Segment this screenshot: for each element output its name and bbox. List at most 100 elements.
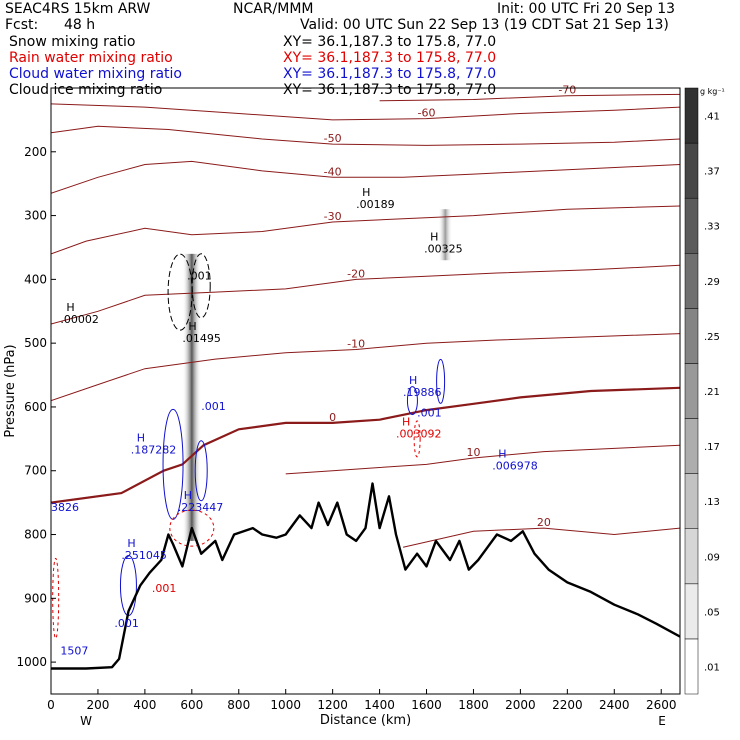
maximum-marker: H bbox=[409, 374, 417, 387]
colorbar-label: .09 bbox=[704, 552, 720, 563]
colorbar-segment bbox=[684, 142, 699, 199]
x-tick-label: 1000 bbox=[270, 698, 301, 712]
y-tick-label: 900 bbox=[24, 591, 47, 605]
init-time: Init: 00 UTC Fri 20 Sep 13 bbox=[497, 1, 676, 17]
colorbar-label: .41 bbox=[704, 112, 720, 123]
y-tick-label: 200 bbox=[24, 145, 47, 159]
temperature-contours bbox=[51, 93, 680, 548]
temperature-contour bbox=[51, 103, 680, 121]
colorbar-label: .05 bbox=[704, 607, 720, 618]
maximum-value: .00189 bbox=[356, 198, 395, 211]
colorbar-segment bbox=[684, 473, 699, 529]
temperature-contour bbox=[51, 333, 680, 402]
colorbar-segment bbox=[684, 308, 699, 364]
x-tick-label: 2200 bbox=[552, 698, 583, 712]
colorbar-segment bbox=[684, 418, 699, 474]
y-tick-label: 300 bbox=[24, 209, 47, 223]
valid-time: Valid: 00 UTC Sun 22 Sep 13 (19 CDT Sat … bbox=[300, 17, 669, 33]
field-name-cloud-ice: Cloud ice mixing ratio bbox=[9, 82, 163, 98]
temperature-contour-label: 20 bbox=[537, 516, 551, 529]
colorbar: .01 .05 .09 .13 .17 .21 .25 .29 .33 .37 .41 g kg⁻¹ bbox=[684, 87, 725, 695]
rain-water-contour bbox=[169, 509, 215, 547]
temperature-contour bbox=[51, 264, 680, 325]
maximum-value: .003092 bbox=[396, 428, 442, 441]
x-tick-label: 400 bbox=[133, 698, 156, 712]
center-name: NCAR/MMM bbox=[233, 1, 314, 17]
mixing-ratio-contour-label: .001 bbox=[201, 400, 226, 413]
rain-water-contour bbox=[413, 420, 421, 458]
maximum-value: .00002 bbox=[60, 313, 99, 326]
y-tick-label: 500 bbox=[24, 336, 47, 350]
x-tick-label: 800 bbox=[227, 698, 250, 712]
y-tick-label: 400 bbox=[24, 272, 47, 286]
temperature-contour bbox=[51, 386, 680, 504]
temperature-contour-label: 10 bbox=[466, 446, 480, 459]
cloud-ice-contour bbox=[191, 253, 211, 319]
x-tick-label: 1600 bbox=[411, 698, 442, 712]
forecast-label: Fcst: bbox=[5, 17, 39, 33]
maximum-value: .251045 bbox=[121, 549, 167, 562]
forecast-hours: 48 h bbox=[64, 17, 96, 33]
temperature-contour-label: -60 bbox=[418, 107, 436, 120]
colorbar-label: .13 bbox=[704, 497, 720, 508]
y-tick-label: 1000 bbox=[16, 655, 47, 669]
colorbar-label: .25 bbox=[704, 332, 720, 343]
x-tick-label: 2400 bbox=[599, 698, 630, 712]
x-tick-label: 1200 bbox=[317, 698, 348, 712]
maximum-value: .223447 bbox=[178, 501, 224, 514]
maximum-marker: H bbox=[127, 537, 135, 550]
maximum-marker: H bbox=[362, 186, 370, 199]
maximum-value: .187282 bbox=[131, 444, 177, 457]
temperature-contour bbox=[402, 527, 680, 548]
maximum-marker: H bbox=[402, 416, 410, 429]
temperature-contour bbox=[51, 125, 680, 146]
colorbar-label: .01 bbox=[704, 662, 720, 673]
maximum-marker: H bbox=[188, 320, 196, 333]
x-tick-label: 1800 bbox=[458, 698, 489, 712]
temperature-contour-label: -50 bbox=[324, 132, 342, 145]
y-axis-label: Pressure (hPa) bbox=[3, 344, 18, 437]
maximum-marker: H bbox=[498, 448, 506, 461]
cloud-water-contour bbox=[194, 440, 208, 502]
maximum-marker: H bbox=[430, 231, 438, 244]
colorbar-segment bbox=[684, 253, 699, 309]
temperature-contour bbox=[51, 160, 680, 194]
x-tick-label: 1400 bbox=[364, 698, 395, 712]
temperature-contour bbox=[379, 93, 680, 102]
mixing-ratio-contour-label: .001 bbox=[187, 269, 212, 282]
field-name-snow: Snow mixing ratio bbox=[9, 34, 136, 50]
colorbar-label: .33 bbox=[704, 222, 720, 233]
mixing-ratio-contour-label: .001 bbox=[114, 617, 139, 630]
y-tick-label: 700 bbox=[24, 464, 47, 478]
temperature-contour-label: -10 bbox=[347, 338, 365, 351]
colorbar-label: .17 bbox=[704, 442, 720, 453]
plot-frame bbox=[50, 87, 681, 695]
temperature-contour bbox=[285, 444, 680, 475]
field-xy-cloud-water: XY= 36.1,187.3 to 175.8, 77.0 bbox=[283, 66, 497, 82]
maximum-marker: H bbox=[66, 301, 74, 314]
colorbar-segment bbox=[684, 87, 699, 144]
maximum-value: .01495 bbox=[182, 332, 221, 345]
axes: 0 200 400 600 800 1000 1200 1400 1600 1800 2000 220… bbox=[3, 145, 676, 728]
colorbar-label: .29 bbox=[704, 277, 720, 288]
temperature-contour-label: -70 bbox=[558, 84, 576, 97]
colorbar-segment bbox=[684, 638, 699, 695]
maximum-value: .00325 bbox=[424, 243, 463, 256]
field-xy-rain: XY= 36.1,187.3 to 175.8, 77.0 bbox=[283, 50, 497, 66]
field-name-rain: Rain water mixing ratio bbox=[9, 50, 173, 66]
x-axis-label: Distance (km) bbox=[320, 713, 411, 728]
maximum-value: .006978 bbox=[492, 460, 537, 473]
plot-annotations: -70-60-50-40-30-20-1001020H.00002H.01495… bbox=[51, 84, 576, 658]
colorbar-label: .21 bbox=[704, 387, 720, 398]
colorbar-unit: g kg⁻¹ bbox=[700, 87, 725, 96]
temperature-contour-label: -30 bbox=[324, 210, 342, 223]
colorbar-segment bbox=[684, 363, 699, 419]
cloud-water-contour bbox=[119, 555, 137, 617]
field-xy-snow: XY= 36.1,187.3 to 175.8, 77.0 bbox=[283, 34, 497, 50]
snow-shade-column bbox=[438, 209, 453, 261]
mixing-ratio-contour-label: .001 bbox=[417, 407, 442, 420]
terrain-line bbox=[51, 482, 680, 670]
field-name-cloud-water: Cloud water mixing ratio bbox=[9, 66, 182, 82]
y-tick-label: 600 bbox=[24, 400, 47, 414]
